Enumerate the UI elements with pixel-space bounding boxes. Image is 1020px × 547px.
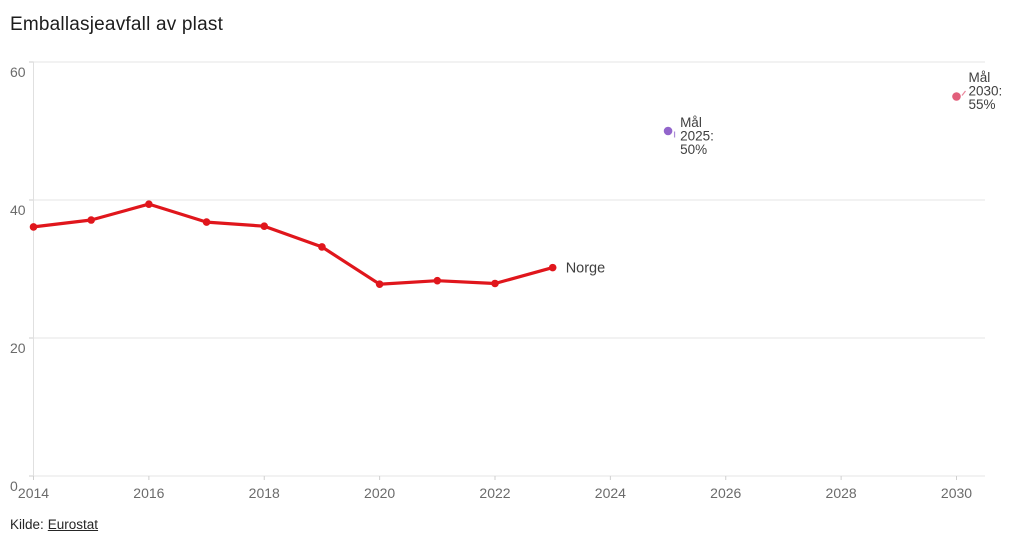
maal-2030-label: Mål 2030: 55% xyxy=(969,70,1003,112)
maal-2030-leader xyxy=(961,90,966,96)
maal-2030-label-line-2: 2030: xyxy=(969,84,1003,99)
data-point-2014 xyxy=(29,223,38,231)
x-tick-label-2030: 2030 xyxy=(941,485,972,501)
x-tick-label-2026: 2026 xyxy=(710,485,741,501)
series-label-norge: Norge xyxy=(566,261,606,277)
x-tick-label-2016: 2016 xyxy=(133,485,164,501)
data-point-2018 xyxy=(260,222,269,231)
source-line: Kilde: Eurostat xyxy=(10,517,98,532)
x-tick-label-2020: 2020 xyxy=(364,485,395,501)
y-tick-label-0: 0 xyxy=(10,478,18,494)
data-point-2021 xyxy=(433,276,442,285)
data-point-2023 xyxy=(548,263,557,272)
x-tick-label-2018: 2018 xyxy=(249,485,280,501)
maal-2030-label-line-3: 55% xyxy=(969,97,996,112)
data-point-2019 xyxy=(318,243,326,251)
data-point-2015 xyxy=(87,216,95,224)
x-tick-label-2028: 2028 xyxy=(826,485,857,501)
y-tick-label-20: 20 xyxy=(10,340,26,356)
x-tick-label-2022: 2022 xyxy=(479,485,510,501)
maal-2025-label-line-2: 2025: xyxy=(680,129,714,144)
chart-title: Emballasjeavfall av plast xyxy=(10,14,224,35)
data-point-2017 xyxy=(202,218,211,226)
y-tick-label-40: 40 xyxy=(10,202,26,218)
x-tick-label-2014: 2014 xyxy=(18,485,49,501)
maal-2025-label-line-3: 50% xyxy=(680,142,707,157)
norge-line xyxy=(31,202,555,286)
maal-2025-label: Mål 2025: 50% xyxy=(680,115,714,157)
data-point-2016 xyxy=(145,200,153,208)
data-point-2020 xyxy=(375,280,384,288)
source-link[interactable]: Eurostat xyxy=(47,517,99,532)
maal-2025-label-line-1: Mål xyxy=(680,115,702,130)
maal-2030-dot xyxy=(952,92,961,101)
x-tick-label-2024: 2024 xyxy=(595,485,626,501)
data-point-2022 xyxy=(491,279,499,288)
maal-2030-label-line-1: Mål xyxy=(969,70,991,85)
maal-2025-dot xyxy=(663,126,673,136)
source-prefix: Kilde: xyxy=(10,517,44,532)
y-tick-label-60: 60 xyxy=(10,64,26,80)
